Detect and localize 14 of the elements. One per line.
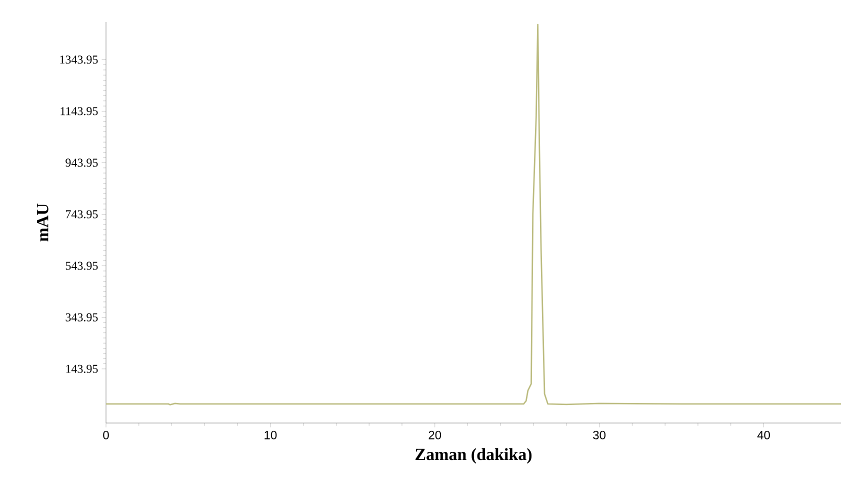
y-tick-label: 543.95 (66, 262, 98, 270)
y-tick-label: 943.95 (66, 158, 98, 167)
y-tick-label: 143.95 (66, 364, 98, 373)
x-tick-label: 10 (264, 430, 277, 440)
y-tick-label: 1343.95 (60, 56, 98, 64)
y-tick-label: 1143.95 (60, 107, 98, 116)
x-tick-label: 0 (103, 430, 109, 440)
x-tick-label: 30 (593, 430, 606, 440)
y-tick-label: 743.95 (66, 210, 98, 218)
x-axis-title: Zaman (dakika) (416, 448, 532, 464)
y-axis-title: mAU (36, 204, 48, 242)
x-tick-label: 20 (428, 430, 442, 440)
y-tick-label: 343.95 (66, 313, 98, 322)
x-tick-label: 40 (757, 430, 770, 440)
